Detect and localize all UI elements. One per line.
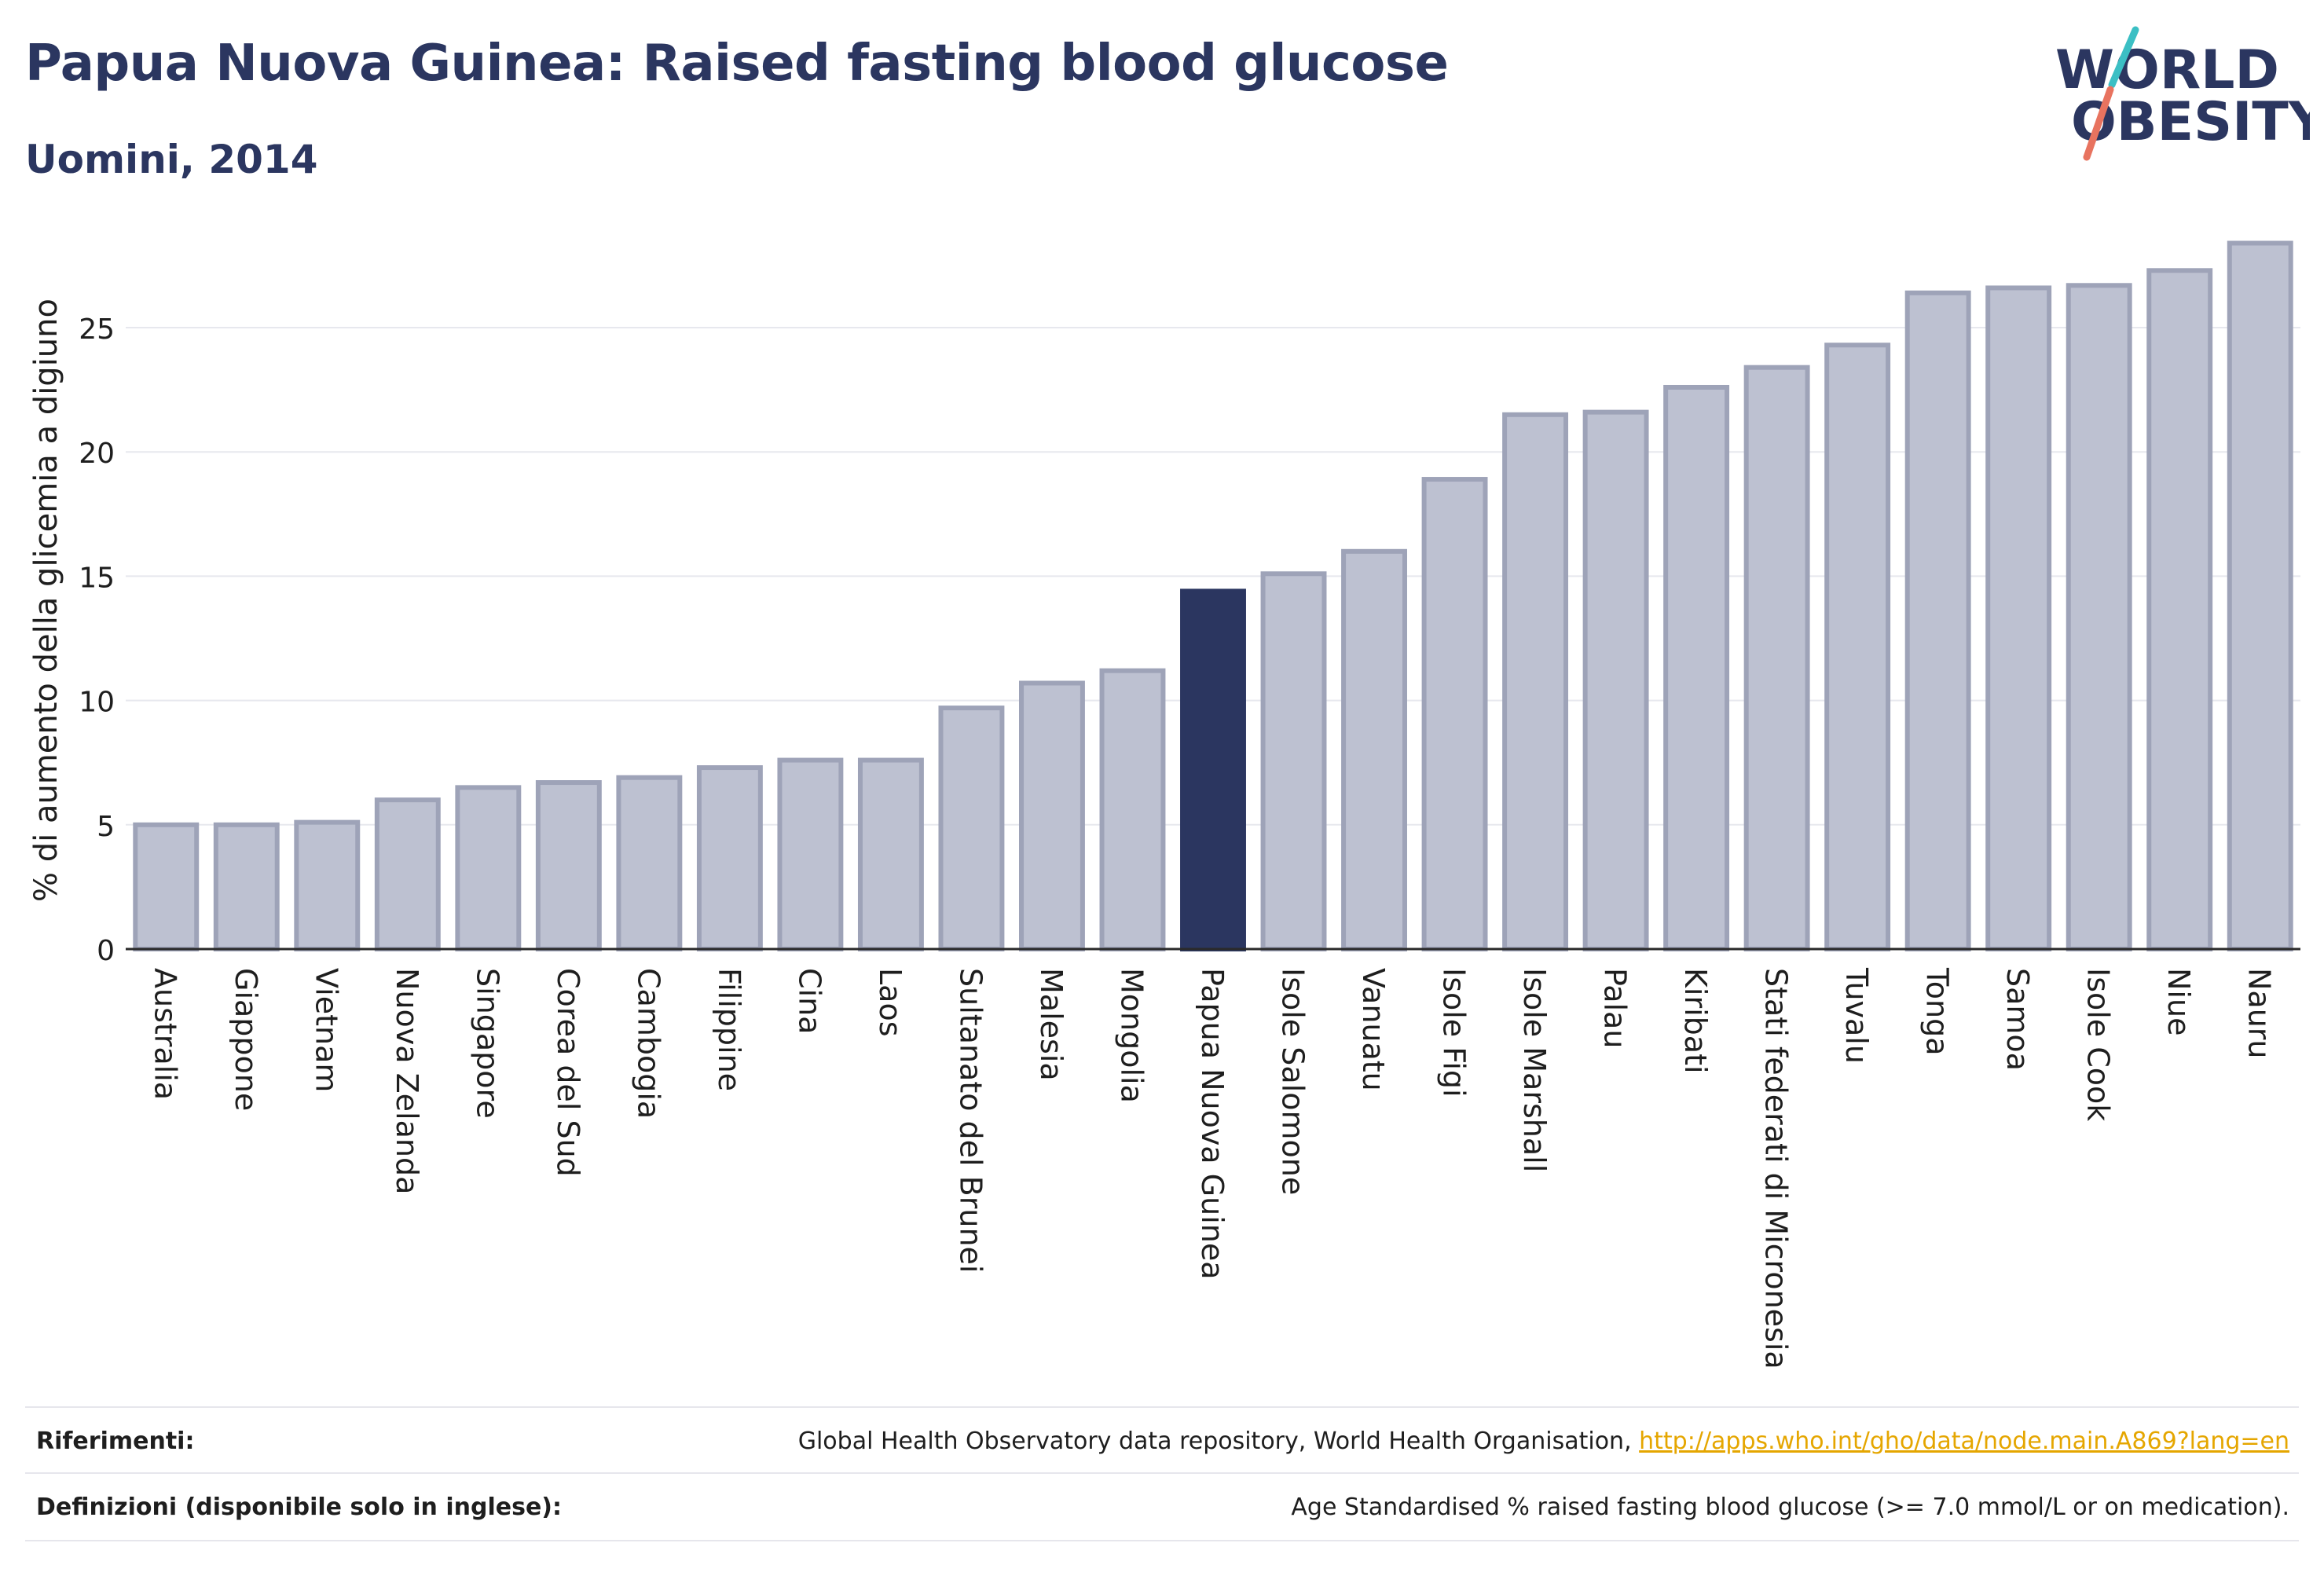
x-tick-label: Tonga: [1920, 967, 1955, 1056]
x-tick-label: Sultanato del Brunei: [953, 968, 988, 1273]
bar: [374, 797, 441, 951]
bar: [1341, 548, 1407, 951]
y-tick-labels: 0 5 10 15 20 25: [79, 313, 115, 967]
y-tick-label: 20: [79, 438, 115, 470]
x-tick-label: Giappone: [229, 968, 263, 1111]
x-tick-labels: Australia Giappone Vietnam Nuova Zelanda Sin…: [148, 967, 2276, 1369]
x-tick-label: Isole Salomone: [1276, 968, 1310, 1195]
bar: [938, 706, 1005, 951]
x-tick-label: Nauru: [2242, 968, 2277, 1059]
x-tick-label: Mongolia: [1114, 968, 1149, 1103]
x-tick-label: Australia: [148, 968, 182, 1100]
definitions-text: Age Standardised % raised fasting blood …: [1291, 1493, 2289, 1521]
x-tick-label: Palau: [1598, 968, 1633, 1048]
bar: [616, 775, 683, 952]
bar: [1019, 680, 1085, 951]
bar: [1743, 365, 1810, 951]
bar: [777, 757, 844, 952]
references-text: Global Health Observatory data repositor…: [797, 1427, 1640, 1455]
x-tick-label: Stati federati di Micronesia: [1759, 968, 1794, 1369]
bar: [1985, 285, 2052, 951]
x-tick-label: Tuvalu: [1839, 967, 1874, 1064]
bar: [1502, 412, 1569, 951]
x-tick-label: Nuova Zelanda: [390, 968, 424, 1194]
footer-definitions-row: Definizioni (disponibile solo in inglese…: [25, 1472, 2299, 1541]
bar: [2066, 283, 2132, 951]
y-axis-label: % di aumento della glicemia a digiuno: [28, 299, 64, 902]
x-tick-label: Corea del Sud: [551, 968, 585, 1177]
bar: [535, 780, 602, 952]
chart-subtitle: Uomini, 2014: [25, 137, 318, 182]
bar: [213, 822, 280, 952]
x-tick-label: Malesia: [1034, 968, 1069, 1081]
bar: [1099, 668, 1166, 951]
x-tick-label: Niue: [2161, 968, 2196, 1035]
bar: [1260, 571, 1327, 951]
y-tick-label: 25: [79, 313, 115, 346]
bar: [455, 785, 522, 951]
bar: [1904, 290, 1971, 951]
y-tick-label: 5: [97, 811, 115, 843]
chart-title: Papua Nuova Guinea: Raised fasting blood…: [25, 35, 1449, 93]
bar: [1180, 588, 1246, 951]
references-label: Riferimenti:: [36, 1427, 195, 1455]
x-tick-label: Vietnam: [309, 968, 343, 1092]
bar: [2146, 268, 2213, 952]
references-value: Global Health Observatory data repositor…: [798, 1428, 2299, 1455]
bar: [1582, 409, 1649, 951]
x-tick-label: Kiribati: [1678, 968, 1713, 1074]
definitions-label: Definizioni (disponibile solo in inglese…: [36, 1493, 562, 1521]
bars: [133, 240, 2293, 952]
logo-slash-coral-icon: [2083, 86, 2114, 161]
footer-references-row: Riferimenti: Global Health Observatory d…: [25, 1406, 2299, 1474]
logo-slash-teal-icon: [2108, 26, 2139, 89]
world-obesity-logo: WORLD OBESITY: [2055, 26, 2310, 161]
bar: [133, 822, 200, 952]
y-tick-label: 0: [97, 935, 115, 967]
x-tick-label: Isole Cook: [2081, 968, 2116, 1121]
bar: [857, 757, 924, 952]
x-tick-label: Isole Figi: [1437, 968, 1472, 1098]
logo-line2: OBESITY: [2071, 91, 2310, 153]
x-tick-label: Samoa: [2000, 968, 2035, 1071]
x-tick-label: Filippine: [712, 968, 746, 1091]
bar: [294, 819, 361, 951]
x-tick-label: Singapore: [470, 968, 504, 1119]
x-tick-label: Cina: [792, 968, 827, 1034]
x-tick-label: Papua Nuova Guinea: [1195, 968, 1230, 1280]
y-tick-label: 10: [79, 687, 115, 719]
x-tick-label: Cambogia: [631, 968, 665, 1119]
bar: [1663, 384, 1730, 951]
x-tick-label: Vanuatu: [1356, 968, 1391, 1091]
bar-chart: 0 5 10 15 20 25 Australia Giappone Vietnam Nuova…: [28, 240, 2300, 1369]
x-tick-label: Laos: [873, 968, 907, 1037]
bar: [696, 765, 763, 951]
bar: [2227, 240, 2293, 952]
bar: [1824, 343, 1891, 951]
bar: [1421, 477, 1488, 951]
y-tick-label: 15: [79, 562, 115, 594]
references-link[interactable]: http://apps.who.int/gho/data/node.main.A…: [1639, 1427, 2289, 1455]
x-tick-label: Isole Marshall: [1517, 968, 1552, 1172]
logo-line1: WORLD: [2055, 39, 2279, 101]
